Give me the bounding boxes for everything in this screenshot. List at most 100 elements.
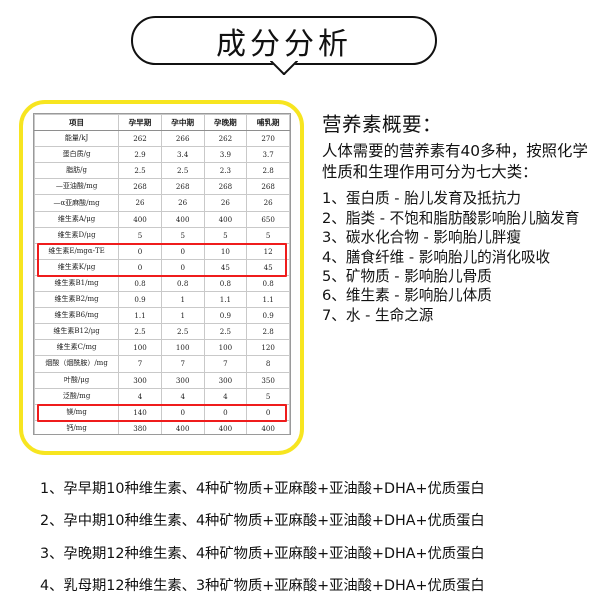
nutrient-value: 100 (160, 339, 205, 357)
nutrient-value: 5 (203, 226, 248, 244)
list-item: 4、乳母期12种维生素、3种矿物质+亚麻酸+亚油酸+DHA+优质蛋白 (40, 577, 485, 594)
nutrient-value: 26 (203, 194, 248, 212)
table-row: —亚油酸/mg 268 268 268 268 (34, 178, 290, 196)
nutrient-label: 叶酸/μg (34, 371, 120, 389)
list-item: 1、孕早期10种维生素、4种矿物质+亚麻酸+亚油酸+DHA+优质蛋白 (40, 481, 485, 497)
nutrient-value: 1.1 (118, 307, 162, 325)
nutrient-value: 0 (160, 242, 205, 260)
nutrient-value: 2.5 (203, 323, 248, 341)
nutrient-value: 140 (118, 403, 162, 421)
nutrient-value: 2.9 (118, 146, 162, 164)
nutrient-value: 400 (160, 419, 205, 434)
list-item: 5、 矿物质 - 影响胎儿骨质 (322, 267, 594, 286)
nutrient-value: 266 (160, 130, 205, 148)
column-header-late: 孕晚期 (203, 114, 248, 132)
table-row: 蛋白质/g 2.9 3.4 3.9 3.7 (34, 146, 290, 164)
summary-intro-text: 人体需要的营养素有40多种，按照化学性质和生理作用可分为七大类： (322, 142, 588, 181)
nutrient-value: 400 (246, 419, 290, 434)
list-item-number: 4、 (322, 248, 346, 266)
nutrient-label: 维生素E/mgα-TE (34, 242, 120, 260)
nutrition-table: 项目 孕早期 孕中期 孕晚期 哺乳期 能量/kJ 262 266 262 270 蛋白质/… (34, 114, 290, 434)
column-header-item: 项目 (34, 114, 120, 132)
nutrient-value: 0.8 (160, 274, 205, 293)
nutrient-value: 4 (118, 387, 162, 405)
nutrient-value: 0 (160, 403, 205, 421)
nutrient-value: 0.8 (203, 274, 248, 293)
nutrient-value: 0.8 (118, 274, 162, 293)
nutrient-value: 2.8 (246, 162, 290, 180)
nutrition-table-container: 项目 孕早期 孕中期 孕晚期 哺乳期 能量/kJ 262 266 262 270 蛋白质/… (33, 113, 291, 435)
nutrient-label: 维生素A/μg (34, 210, 120, 228)
nutrient-value: 0 (203, 403, 248, 421)
nutrient-value: 2.8 (246, 323, 290, 341)
nutrient-label: 维生素B1/mg (34, 274, 120, 293)
table-row: 能量/kJ 262 266 262 270 (34, 130, 290, 148)
list-item: 2、孕中期10种维生素、4种矿物质+亚麻酸+亚油酸+DHA+优质蛋白 (40, 513, 485, 530)
nutrient-value: 100 (203, 339, 248, 357)
nutrient-label: 维生素D/μg (34, 226, 120, 244)
nutrient-value: 1 (160, 291, 205, 309)
nutrient-value: 1.1 (203, 291, 248, 309)
list-item-text: 矿物质 - 影响胎儿骨质 (345, 267, 492, 285)
nutrient-value: 5 (118, 226, 162, 244)
nutrient-label: —α亚麻酸/mg (34, 194, 120, 212)
list-item-number: 7、 (322, 306, 346, 324)
list-item-text: 水 - 生命之源 (345, 306, 434, 324)
list-item-number: 5、 (322, 267, 346, 285)
nutrient-value: 2.5 (160, 162, 205, 180)
nutrient-value: 0.9 (203, 307, 248, 325)
nutrient-value: 650 (246, 210, 290, 228)
table-row: 维生素B6/mg 1.1 1 0.9 0.9 (34, 307, 290, 325)
nutrient-label: 能量/kJ (34, 130, 120, 148)
nutrient-value: 300 (203, 371, 248, 389)
nutrient-value: 0.8 (246, 274, 290, 293)
nutrient-value: 0.9 (118, 291, 162, 309)
nutrient-value: 3.9 (203, 146, 248, 164)
nutrient-label: 镁/mg (34, 403, 120, 421)
column-header-lactation: 哺乳期 (246, 114, 290, 132)
nutrient-value: 0 (160, 258, 205, 276)
nutrient-value: 3.4 (160, 146, 205, 164)
table-yellow-frame (19, 100, 304, 455)
summary-heading: 营养素概要： (322, 113, 443, 136)
list-item: 6、 维生素 - 影响胎儿体质 (322, 286, 594, 305)
nutrient-category-list: 1、 蛋白质 - 胎儿发育及抵抗力 2、 脂类 - 不饱和脂肪酸影响胎儿脑发育 3、 碳水… (322, 189, 594, 325)
list-item: 7、水 - 生命之源 (322, 306, 594, 325)
nutrient-label: 钙/mg (34, 419, 120, 434)
nutrient-value: 268 (203, 178, 248, 196)
nutrient-value: 4 (160, 387, 205, 405)
table-row: 维生素B12/μg 2.5 2.5 2.5 2.8 (34, 323, 290, 341)
list-item-number: 2、 (322, 209, 346, 227)
table-row: 维生素D/μg 5 5 5 5 (34, 226, 290, 244)
nutrient-label: 脂肪/g (34, 162, 120, 180)
nutrient-value: 380 (118, 419, 162, 434)
list-item-text: 膳食纤维 - 影响胎儿的消化吸收 (345, 248, 551, 266)
table-row: 维生素B1/mg 0.8 0.8 0.8 0.8 (34, 274, 290, 293)
list-item-text: 碳水化合物 - 影响胎儿胖瘦 (345, 229, 521, 247)
list-item: 3、 碳水化合物 - 影响胎儿胖瘦 (322, 228, 594, 247)
nutrient-value: 400 (203, 419, 248, 434)
nutrient-value: 400 (118, 210, 162, 228)
nutrient-value: 268 (118, 178, 162, 196)
nutrient-value: 45 (203, 258, 248, 276)
nutrient-label: 维生素C/mg (34, 339, 120, 357)
table-row: 维生素A/μg 400 400 400 650 (34, 210, 290, 228)
table-row: 维生素C/mg 100 100 100 120 (34, 339, 290, 357)
nutrient-value: 0 (118, 242, 162, 260)
list-item-number: 1、 (322, 190, 346, 208)
nutrient-value: 7 (160, 355, 205, 373)
nutrient-value: 2.5 (160, 323, 205, 341)
table-row: 钙/mg 380 400 400 400 (34, 419, 290, 434)
nutrient-value: 120 (246, 339, 290, 357)
table-row: 叶酸/μg 300 300 300 350 (34, 371, 290, 389)
nutrient-value: 1.1 (246, 291, 290, 309)
nutrient-value: 5 (246, 387, 290, 405)
list-item-number: 6、 (322, 287, 346, 305)
list-item: 2、 脂类 - 不饱和脂肪酸影响胎儿脑发育 (322, 209, 594, 228)
list-item-text: 脂类 - 不饱和脂肪酸影响胎儿脑发育 (345, 209, 580, 227)
list-item: 3、孕晚期12种维生素、4种矿物质+亚麻酸+亚油酸+DHA+优质蛋白 (40, 545, 485, 562)
table-row: 泛酸/mg 4 4 4 5 (34, 387, 290, 405)
nutrient-value: 300 (160, 371, 205, 389)
page-title: 成分分析 (216, 26, 352, 62)
nutrient-value: 100 (118, 339, 162, 357)
